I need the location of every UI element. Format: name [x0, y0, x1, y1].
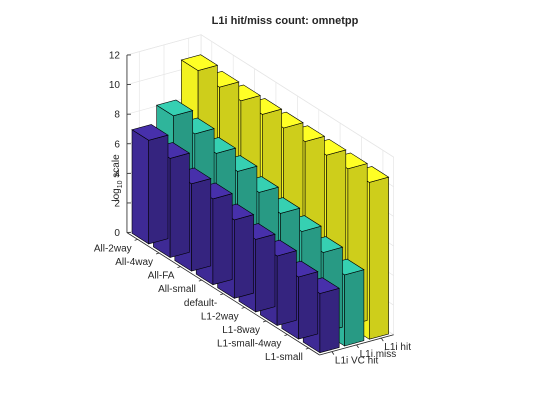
series-tick-mark: [331, 351, 335, 355]
chart-title: L1i hit/miss count: omnetpp: [212, 15, 359, 27]
z-tick-label: 4: [114, 169, 120, 180]
category-tick-mark: [155, 252, 160, 255]
category-tick-mark: [284, 334, 288, 336]
series-tick-mark: [380, 337, 384, 342]
category-tick-label: All-small: [158, 284, 196, 295]
bar-side-face: [298, 271, 319, 340]
category-tick-mark: [305, 347, 309, 350]
z-axis-label-sub: 10: [117, 180, 124, 188]
z-gridline: [126, 34, 394, 158]
category-tick-label: All-2way: [94, 243, 132, 254]
category-tick-mark: [220, 293, 224, 296]
bar-side-face: [191, 178, 212, 272]
category-tick-mark: [241, 306, 245, 309]
z-tick-label: 2: [114, 198, 120, 209]
z-tick-label: 12: [109, 50, 121, 61]
series-tick-label: L1i VC hit: [335, 356, 379, 367]
bar: [131, 124, 169, 245]
category-tick-label: L1-2way: [201, 311, 239, 322]
z-axis-label: log10 scale: [111, 154, 124, 202]
category-tick-mark: [177, 266, 181, 268]
category-tick-label: L1-small-4way: [217, 339, 281, 350]
z-tick-label: 8: [114, 110, 120, 121]
category-tick-label: default-: [184, 298, 217, 309]
bar-top-face: [131, 124, 169, 141]
category-tick-mark: [134, 238, 138, 241]
z-axis-ticks: 0 2 4 6 8 10 12: [109, 50, 131, 239]
z-tick-label: 10: [109, 80, 121, 91]
bars: [131, 54, 390, 354]
category-tick-label: All-FA: [148, 271, 175, 282]
bar-top-face: [155, 99, 194, 117]
z-tick-label: 0: [114, 228, 120, 239]
bar-side-face: [255, 233, 276, 313]
category-tick-label: L1-small: [265, 352, 303, 363]
category-tick-mark: [198, 279, 202, 282]
bar-side-face: [169, 152, 190, 258]
z-axis-label-main: log: [111, 188, 122, 201]
series-tick-label: L1i hit: [384, 342, 411, 353]
bar-side-face: [368, 176, 389, 340]
bar-top-face: [180, 54, 219, 71]
bar-side-face: [234, 214, 254, 299]
category-tick-label: L1-8way: [222, 325, 260, 336]
category-tick-mark: [262, 320, 267, 323]
bar-side-face: [212, 193, 233, 286]
series-tick-mark: [356, 344, 359, 349]
series-tick-label: L1i miss: [360, 349, 397, 360]
z-tick-label: 6: [114, 139, 120, 150]
category-axis: All-2way All-4way All-FA All-small default- L…: [94, 232, 320, 363]
bar-side-face: [276, 250, 297, 326]
z-axis-label-suffix: scale: [111, 154, 122, 181]
bar-side-face: [148, 134, 169, 245]
bar-side-face: [344, 269, 365, 347]
category-tick-label: All-4way: [115, 257, 153, 268]
bar-front-face: [131, 129, 149, 245]
bar-side-face: [319, 287, 340, 354]
